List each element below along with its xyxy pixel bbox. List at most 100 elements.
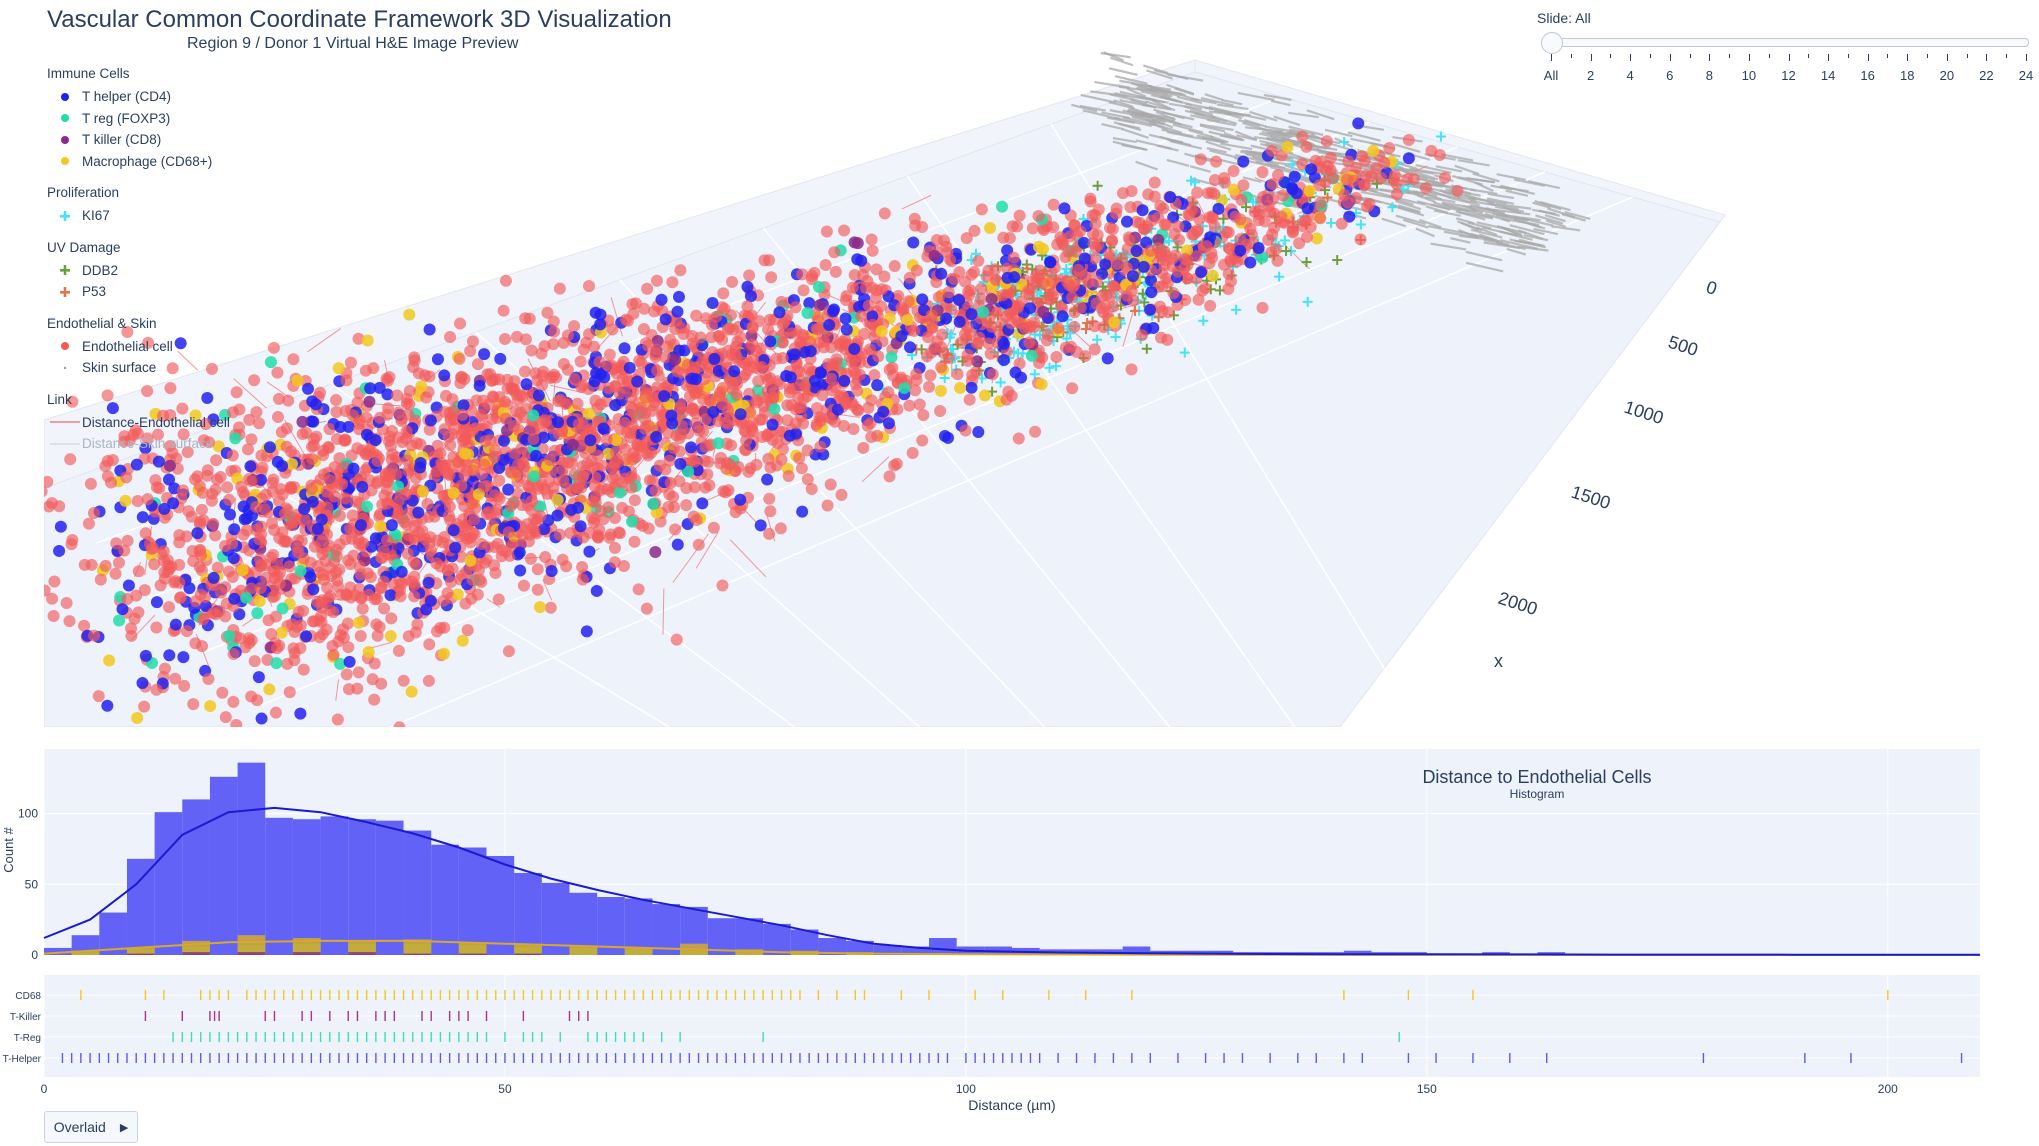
endothelial-cell-point (553, 282, 566, 295)
endothelial-cell-point (637, 323, 650, 336)
immune-cell-point (551, 493, 564, 506)
endothelial-cell-point (829, 265, 842, 278)
histogram-bar (846, 940, 874, 955)
endothelial-cell-point (848, 268, 861, 281)
endothelial-cell-point (1068, 320, 1081, 333)
endothelial-cell-point (1041, 328, 1054, 341)
endothelial-cell-point (320, 623, 333, 636)
endothelial-cell-point (377, 544, 390, 557)
immune-cell-point (766, 418, 779, 431)
endothelial-cell-point (1181, 272, 1194, 285)
endothelial-cell-point (762, 254, 775, 267)
histogram-bar (1565, 953, 1593, 955)
endothelial-cell-point (448, 422, 461, 435)
skin-surface-point (1071, 103, 1098, 113)
endothelial-cell-point (362, 588, 375, 601)
skin-surface-point (1288, 125, 1324, 137)
endothelial-cell-point (211, 561, 224, 574)
endothelial-cell-point (1045, 265, 1058, 278)
endothelial-cell-point (492, 593, 505, 606)
immune-cell-point (347, 462, 360, 475)
endothelial-cell-point (455, 550, 468, 563)
endothelial-cell-point (858, 327, 871, 340)
endothelial-cell-point (1244, 222, 1257, 235)
endothelial-cell-point (1265, 144, 1278, 157)
endothelial-cell-point (166, 362, 179, 375)
endothelial-cell-point (287, 642, 300, 655)
immune-cell-point (457, 399, 470, 412)
endothelial-cell-point (223, 493, 236, 506)
immune-cell-point (464, 554, 477, 567)
endothelial-cell-point (1138, 223, 1151, 236)
endothelial-cell-point (878, 207, 891, 220)
endothelial-cell-point (142, 336, 155, 349)
histogram-bar (375, 820, 404, 955)
immune-cell-point (903, 341, 916, 354)
immune-cell-point (332, 362, 345, 375)
endothelial-cell-point (902, 295, 915, 308)
skin-surface-point (1114, 75, 1148, 85)
endothelial-cell-point (467, 423, 480, 436)
endothelial-cell-point (374, 581, 387, 594)
endothelial-cell-point (519, 333, 532, 346)
endothelial-cell-point (493, 474, 506, 487)
ki67-marker (1287, 159, 1298, 170)
endothelial-cell-point (1375, 172, 1388, 185)
immune-cell-point (424, 414, 437, 427)
endothelial-cell-point (292, 606, 305, 619)
endothelial-cell-point (948, 273, 961, 286)
skin-surface-point (1130, 113, 1161, 124)
immune-cell-point (764, 335, 777, 348)
immune-cell-point (395, 565, 408, 578)
endothelial-cell-point (789, 301, 802, 314)
x-axis-tick-label: 1500 (1569, 482, 1613, 513)
endothelial-cell-point (275, 426, 288, 439)
skin-surface-point (1153, 122, 1183, 134)
skin-surface-point (1113, 99, 1134, 108)
endothelial-cell-point (281, 504, 294, 517)
immune-cell-point (1305, 163, 1318, 176)
histogram-bar (292, 938, 321, 955)
endothelial-cell-point (409, 471, 422, 484)
endothelial-cell-point (392, 644, 405, 657)
skin-surface-point (1539, 200, 1571, 212)
endothelial-cell-point (1052, 322, 1065, 335)
skin-surface-point (1190, 114, 1221, 123)
endothelial-cell-point (1388, 169, 1401, 182)
endothelial-cell-point (543, 420, 556, 433)
immune-cell-point (334, 657, 347, 670)
endothelial-cell-point (342, 641, 355, 654)
skin-surface-point (1234, 153, 1264, 163)
immune-cell-point (533, 601, 546, 614)
immune-cell-point (502, 483, 515, 496)
endothelial-cell-point (507, 420, 520, 433)
endothelial-cell-point (344, 356, 357, 369)
endothelial-cell-point (632, 583, 645, 596)
endothelial-cell-point (143, 538, 156, 551)
skin-surface-point (1496, 173, 1526, 181)
immune-cell-point (212, 440, 225, 453)
immune-cell-point (139, 442, 152, 455)
endothelial-cell-point (516, 499, 529, 512)
endothelial-cell-point (670, 633, 683, 646)
immune-cell-point (1121, 215, 1134, 228)
histogram-bar (1316, 952, 1344, 955)
endothelial-cell-point (1407, 173, 1420, 186)
histogram-bar (597, 897, 625, 955)
endothelial-cell-point (828, 246, 841, 259)
rug-category-label: T-Helper (3, 1054, 42, 1065)
endothelial-cell-point (267, 473, 280, 486)
immune-cell-point (264, 356, 277, 369)
endothelial-cell-point (219, 539, 232, 552)
endothelial-cell-point (44, 584, 51, 597)
histogram-bar (735, 949, 764, 955)
skin-surface-point (1208, 130, 1243, 141)
rug-series-t-reg (172, 1032, 1400, 1042)
endothelial-cell-point (157, 545, 170, 558)
endothelial-cell-point (1086, 209, 1099, 222)
scene-3d-plot[interactable] (0, 51, 1726, 730)
endothelial-cell-point (1179, 252, 1192, 265)
endothelial-cell-point (968, 224, 981, 237)
endothelial-cell-point (659, 351, 672, 364)
